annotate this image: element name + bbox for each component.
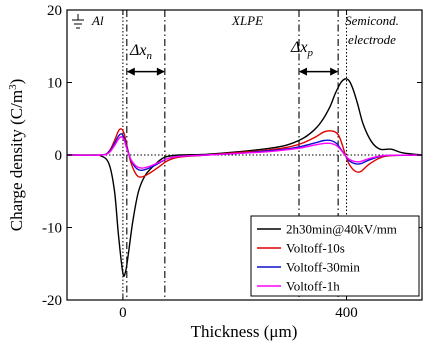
- series-lines: [67, 78, 422, 277]
- annotation-semicond-line2: electrode: [348, 32, 396, 47]
- annotation-al: Al: [91, 13, 104, 28]
- delta-p-arrow-head-right: [330, 67, 339, 76]
- delta-n-arrow-head-right: [156, 67, 165, 76]
- x-tick-label-0: 0: [119, 305, 127, 321]
- series-line-1: [67, 128, 422, 178]
- y-tick-label-4: 20: [47, 3, 62, 19]
- annotation-semicond-line1: Semicond.: [345, 13, 399, 28]
- delta-arrows: [126, 67, 339, 76]
- y-tick-label-0: -20: [42, 293, 62, 309]
- delta-n-label: Δxn: [129, 42, 153, 62]
- ground-icon: [72, 14, 84, 29]
- legend-label-1: Voltoff-10s: [286, 241, 345, 256]
- delta-p-label: Δxp: [290, 39, 314, 59]
- annotation-xlpe: XLPE: [231, 13, 263, 28]
- legend-label-2: Voltoff-30min: [286, 260, 360, 275]
- legend-label-0: 2h30min@40kV/mm: [286, 222, 397, 237]
- delta-n-arrow-head-left: [126, 67, 135, 76]
- x-tick-label-1: 400: [335, 305, 358, 321]
- y-tick-label-1: -10: [42, 221, 62, 237]
- y-tick-label-3: 10: [47, 76, 62, 92]
- x-axis-title: Thickness (μm): [191, 322, 298, 341]
- axis-ticks: -20 -10 0 10 20 0 400: [42, 3, 422, 321]
- legend-label-3: Voltoff-1h: [286, 279, 340, 294]
- y-tick-label-2: 0: [55, 148, 63, 164]
- delta-p-arrow-head-left: [299, 67, 308, 76]
- series-line-0: [67, 78, 422, 277]
- y-axis-title: Charge density (C/m3): [7, 79, 26, 232]
- legend: 2h30min@40kV/mm Voltoff-10s Voltoff-30min V…: [250, 215, 420, 297]
- series-line-3: [67, 136, 422, 169]
